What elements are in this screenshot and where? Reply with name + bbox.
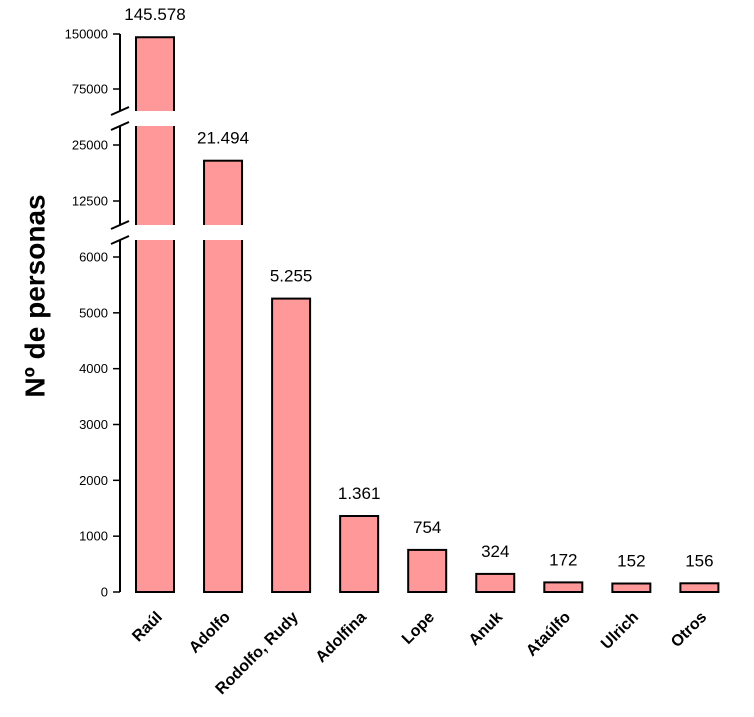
x-tick-label: Ataúlfo [523,609,574,660]
bar-break-gap [134,111,176,126]
axis-break-mark [110,106,130,116]
bar-break-gap [134,225,176,240]
y-tick-label: 4000 [79,361,108,376]
x-tick-label: Lope [399,609,438,648]
y-tick-label: 2000 [79,473,108,488]
y-tick-label: 150000 [65,27,108,42]
data-label: 145.578 [124,5,185,24]
y-tick-label: 25000 [72,138,108,153]
axis-break-mark [110,121,130,131]
x-tick-label: Raúl [129,609,166,646]
data-label: 324 [481,542,509,561]
bar-rodolfo-rudy [271,297,312,593]
plot-area: 0 1000 2000 3000 4000 5000 6000 12500 25000 75000… [65,5,720,698]
data-label: 754 [413,518,441,537]
data-label: 156 [685,551,713,570]
y-tick-label: 6000 [79,250,108,265]
data-label: 21.494 [197,129,249,148]
x-tick-label: Anuk [466,609,506,649]
x-tick-label: Adolfo [186,609,234,657]
bar-adolfina [339,515,380,593]
bar-ulrich [611,582,652,593]
y-tick-label: 12500 [72,194,108,209]
y-axis-title: Nº de personas [20,194,51,397]
axis-break-mark [110,220,130,230]
data-label: 152 [617,552,645,571]
data-label: 5.255 [270,267,313,286]
bar-ataulfo [543,581,584,594]
axis-break-gap [116,111,124,126]
data-label: 1.361 [338,484,381,503]
x-tick-label: Adolfina [313,609,370,666]
data-label: 172 [549,550,577,569]
bar-anuk [475,572,516,593]
axis-break-mark [110,235,130,245]
x-tick-label: Otros [668,609,710,651]
bar-break-gap [202,225,245,240]
y-tick-label: 75000 [72,82,108,97]
y-tick-label: 3000 [79,417,108,432]
axis-break-gap [116,225,124,240]
y-tick-label: 1000 [79,529,108,544]
bar-lope [407,548,448,594]
bar-otros [679,582,720,593]
x-tick-label: Ulrich [598,609,642,653]
y-tick-label: 0 [101,585,108,600]
bar-raul [135,36,175,594]
y-tick-label: 5000 [79,305,108,320]
